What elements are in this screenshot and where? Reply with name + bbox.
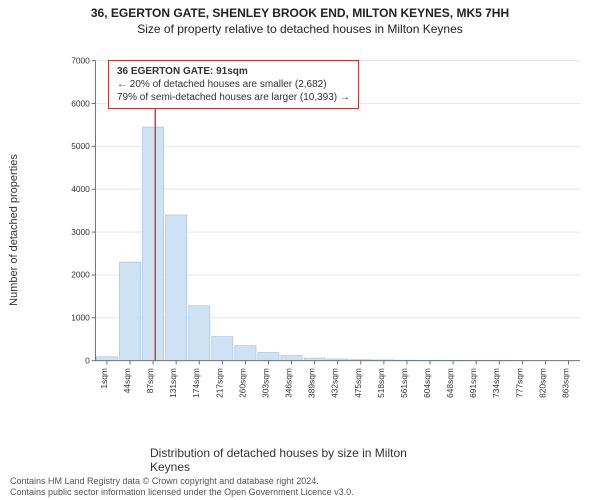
y-axis-label: Number of detached properties: [8, 154, 20, 306]
svg-text:0: 0: [85, 355, 90, 365]
info-line2: ← 20% of detached houses are smaller (2,…: [117, 78, 350, 91]
info-line3: 79% of semi-detached houses are larger (…: [117, 91, 350, 104]
svg-text:44sqm: 44sqm: [122, 368, 132, 393]
svg-text:820sqm: 820sqm: [537, 368, 547, 398]
svg-text:518sqm: 518sqm: [376, 368, 386, 398]
svg-text:303sqm: 303sqm: [260, 368, 270, 398]
svg-text:432sqm: 432sqm: [330, 368, 340, 398]
svg-text:87sqm: 87sqm: [145, 368, 155, 393]
svg-text:3000: 3000: [71, 227, 90, 237]
svg-text:777sqm: 777sqm: [514, 368, 524, 398]
chart-area: 0 1000 2000 3000 4000 5000 6000 7000 1sqm 44sqm 87…: [60, 48, 580, 418]
svg-text:131sqm: 131sqm: [168, 368, 178, 398]
svg-text:4000: 4000: [71, 184, 90, 194]
svg-text:2000: 2000: [71, 270, 90, 280]
title-address: 36, EGERTON GATE, SHENLEY BROOK END, MIL…: [0, 6, 600, 20]
x-axis-label: Distribution of detached houses by size …: [150, 446, 450, 474]
title-subtitle: Size of property relative to detached ho…: [0, 22, 600, 36]
svg-text:346sqm: 346sqm: [284, 368, 294, 398]
svg-text:604sqm: 604sqm: [422, 368, 432, 398]
svg-text:1sqm: 1sqm: [99, 368, 109, 389]
svg-text:7000: 7000: [71, 55, 90, 65]
info-line1: 36 EGERTON GATE: 91sqm: [117, 65, 350, 78]
svg-text:174sqm: 174sqm: [191, 368, 201, 398]
svg-text:475sqm: 475sqm: [353, 368, 363, 398]
svg-text:734sqm: 734sqm: [491, 368, 501, 398]
svg-text:691sqm: 691sqm: [468, 368, 478, 398]
svg-text:648sqm: 648sqm: [445, 368, 455, 398]
svg-text:561sqm: 561sqm: [399, 368, 409, 398]
svg-text:6000: 6000: [71, 98, 90, 108]
title-block: 36, EGERTON GATE, SHENLEY BROOK END, MIL…: [0, 0, 600, 36]
svg-text:5000: 5000: [71, 141, 90, 151]
footer-line1: Contains HM Land Registry data © Crown c…: [10, 476, 354, 487]
footer-line2: Contains public sector information licen…: [10, 487, 354, 498]
svg-text:1000: 1000: [71, 313, 90, 323]
info-box: 36 EGERTON GATE: 91sqm ← 20% of detached…: [108, 60, 359, 109]
svg-text:217sqm: 217sqm: [214, 368, 224, 398]
footer: Contains HM Land Registry data © Crown c…: [10, 476, 354, 498]
svg-text:260sqm: 260sqm: [237, 368, 247, 398]
chart-container: 36, EGERTON GATE, SHENLEY BROOK END, MIL…: [0, 0, 600, 500]
svg-text:863sqm: 863sqm: [560, 368, 570, 398]
svg-text:389sqm: 389sqm: [307, 368, 317, 398]
